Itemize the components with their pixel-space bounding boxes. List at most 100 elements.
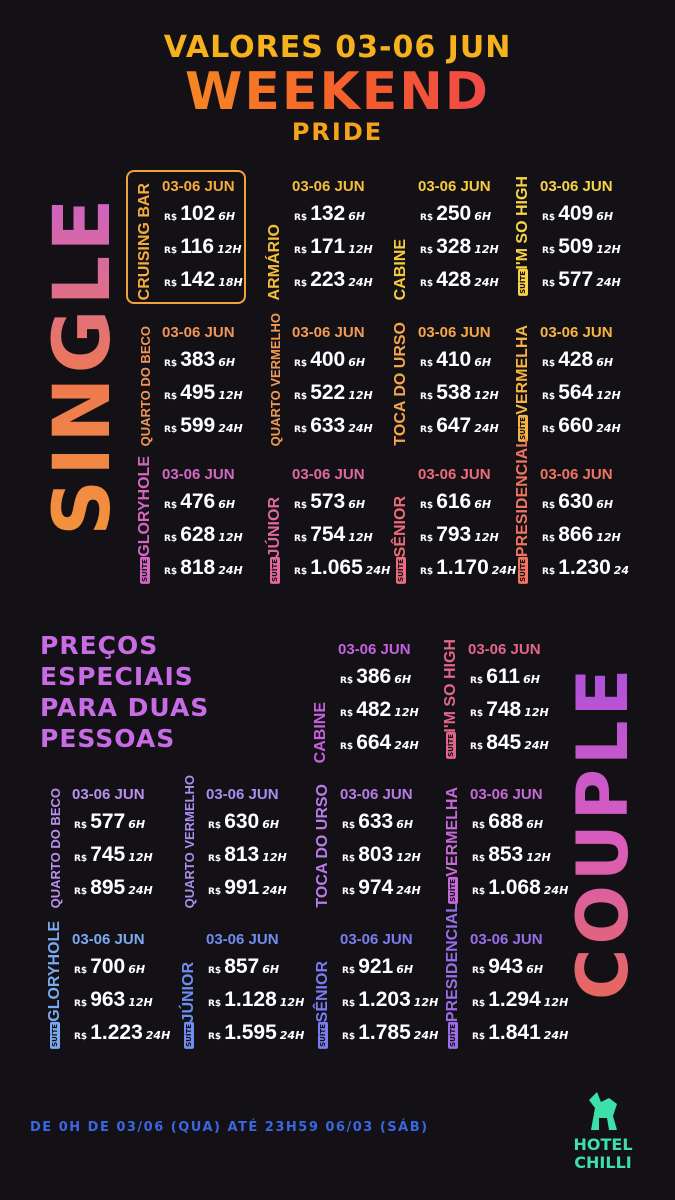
price-currency: R$: [164, 425, 178, 435]
price-amount: 577: [558, 268, 594, 291]
price-currency: R$: [74, 1032, 88, 1042]
price-row: R$ 813 12H: [208, 843, 287, 867]
price-amount: 748: [486, 698, 522, 721]
price-amount: 664: [356, 731, 392, 754]
room-name: QUARTO VERMELHO: [267, 312, 283, 446]
price-row: R$ 564 12H: [542, 381, 621, 405]
couple-label: COUPLE: [562, 632, 644, 1032]
price-row: R$ 628 12H: [164, 523, 243, 547]
price-currency: R$: [208, 854, 222, 864]
room-name-box: QUARTO DO BECO: [132, 318, 158, 446]
room-badge: SUÍTE: [270, 557, 280, 584]
price-amount: 328: [436, 235, 472, 258]
room-date: 03-06 JUN: [292, 466, 365, 483]
room-badge: SUÍTE: [318, 1022, 328, 1049]
price-duration: 24H: [543, 884, 569, 897]
price-duration: 24H: [396, 884, 421, 897]
logo-text: HOTEL: [573, 1135, 633, 1154]
price-row: R$ 845 24H: [470, 731, 549, 755]
room-badge: SUÍTE: [446, 732, 456, 759]
price-row: R$ 1.170 24H: [420, 556, 516, 580]
logo-text: CHILLI: [574, 1153, 632, 1172]
price-duration: 24H: [218, 564, 243, 577]
room-name: I'M SO HIGH: [514, 175, 531, 270]
price-duration: 24H: [348, 276, 373, 289]
room-name-box: QUARTO VERMELHO: [262, 313, 288, 446]
price-duration: 12H: [474, 389, 499, 402]
room-name: TOCA DO URSO: [392, 322, 409, 446]
price-duration: 18H: [218, 276, 243, 289]
room-name-box: TOCA DO URSO: [388, 318, 414, 446]
room-date: 03-06 JUN: [72, 786, 145, 803]
room-name: TOCA DO URSO: [314, 784, 331, 908]
room-date: 03-06 JUN: [418, 466, 491, 483]
price-duration: 12H: [262, 851, 287, 864]
room-card: SUÍTE VERMELHA 03-06 JUN R$ 428 6H R$ 564 12H R$ 6…: [510, 318, 632, 450]
room-name: JÚNIOR: [180, 961, 197, 1023]
price-duration: 6H: [218, 356, 236, 369]
price-amount: 250: [436, 202, 472, 225]
price-duration: 6H: [596, 356, 614, 369]
price-currency: R$: [542, 567, 556, 577]
price-row: R$ 1.595 24H: [208, 1021, 304, 1045]
price-row: R$ 818 24H: [164, 556, 243, 580]
price-row: R$ 116 12H: [164, 235, 242, 259]
price-amount: 813: [224, 843, 260, 866]
price-duration: 24H: [218, 422, 243, 435]
price-amount: 116: [180, 235, 215, 258]
price-amount: 482: [356, 698, 392, 721]
price-currency: R$: [420, 534, 434, 544]
price-currency: R$: [294, 534, 308, 544]
price-row: R$ 1.223 24H: [74, 1021, 170, 1045]
room-card: SUÍTE PRESIDENCIAL 03-06 JUN R$ 943 6H R$ 1.294…: [440, 903, 568, 1057]
price-duration: 6H: [394, 673, 412, 686]
price-duration: 24H: [596, 422, 621, 435]
price-currency: R$: [420, 567, 434, 577]
price-currency: R$: [342, 966, 356, 976]
price-row: R$ 633 6H: [342, 810, 413, 834]
price-row: R$ 482 12H: [340, 698, 419, 722]
price-currency: R$: [164, 567, 178, 577]
price-row: R$ 509 12H: [542, 235, 621, 259]
price-duration: 12H: [526, 851, 551, 864]
price-duration: 12H: [128, 851, 153, 864]
room-name: SÊNIOR: [392, 495, 409, 558]
price-duration: 24H: [394, 739, 419, 752]
room-card: QUARTO DO BECO 03-06 JUN R$ 383 6H R$ 495 12H R$…: [132, 318, 254, 450]
room-card: SUÍTE GLORYHOLE 03-06 JUN R$ 476 6H R$ 628 12H R$…: [132, 456, 254, 592]
price-currency: R$: [164, 359, 178, 369]
room-name: GLORYHOLE: [136, 456, 153, 558]
room-name-box: SUÍTE SÊNIOR: [388, 460, 414, 588]
price-row: R$ 754 12H: [294, 523, 373, 547]
room-name-box: SUÍTE I'M SO HIGH: [510, 172, 536, 300]
room-card: SUÍTE I'M SO HIGH 03-06 JUN R$ 409 6H R$ 509 12H…: [510, 172, 632, 304]
price-currency: R$: [420, 213, 434, 223]
price-row: R$ 974 24H: [342, 876, 421, 900]
room-name-box: ARMÁRIO: [262, 172, 288, 300]
price-duration: 12H: [348, 243, 373, 256]
price-currency: R$: [420, 392, 434, 402]
price-row: R$ 793 12H: [420, 523, 499, 547]
price-amount: 400: [310, 348, 346, 371]
price-amount: 409: [558, 202, 594, 225]
price-currency: R$: [164, 534, 178, 544]
price-currency: R$: [542, 246, 556, 256]
price-row: R$ 522 12H: [294, 381, 373, 405]
price-duration: 12H: [474, 243, 499, 256]
price-row: R$ 409 6H: [542, 202, 613, 226]
price-amount: 410: [436, 348, 472, 371]
price-amount: 974: [358, 876, 394, 899]
room-name-box: SUÍTE JÚNIOR: [176, 925, 202, 1053]
price-duration: 24H: [128, 884, 153, 897]
header-dates: VALORES 03-06 JUN: [163, 30, 512, 65]
room-badge: SUÍTE: [448, 1022, 458, 1049]
price-currency: R$: [472, 821, 486, 831]
price-duration: 12H: [596, 389, 621, 402]
price-row: R$ 1.230 24: [542, 556, 629, 580]
price-amount: 1.595: [224, 1021, 277, 1044]
price-amount: 428: [558, 348, 594, 371]
price-amount: 1.170: [436, 556, 489, 579]
price-amount: 495: [180, 381, 216, 404]
price-amount: 1.065: [310, 556, 363, 579]
price-amount: 102: [180, 202, 216, 225]
